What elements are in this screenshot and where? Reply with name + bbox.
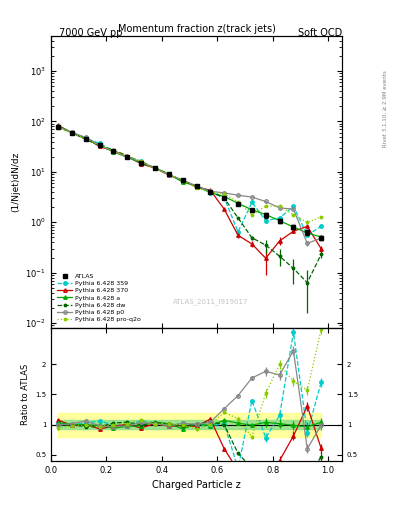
Text: Rivet 3.1.10, ≥ 2.9M events: Rivet 3.1.10, ≥ 2.9M events: [383, 71, 388, 147]
Y-axis label: Ratio to ATLAS: Ratio to ATLAS: [20, 364, 29, 425]
Text: 7000 GeV pp: 7000 GeV pp: [59, 28, 123, 38]
Title: Momentum fraction z(track jets): Momentum fraction z(track jets): [118, 24, 275, 34]
X-axis label: Charged Particle z: Charged Particle z: [152, 480, 241, 490]
Text: ATLAS_2011_I919017: ATLAS_2011_I919017: [173, 298, 249, 305]
Y-axis label: (1/Njet)dN/dz: (1/Njet)dN/dz: [11, 152, 20, 212]
Text: Soft QCD: Soft QCD: [298, 28, 342, 38]
Legend: ATLAS, Pythia 6.428 359, Pythia 6.428 370, Pythia 6.428 a, Pythia 6.428 dw, Pyth: ATLAS, Pythia 6.428 359, Pythia 6.428 37…: [54, 271, 143, 325]
